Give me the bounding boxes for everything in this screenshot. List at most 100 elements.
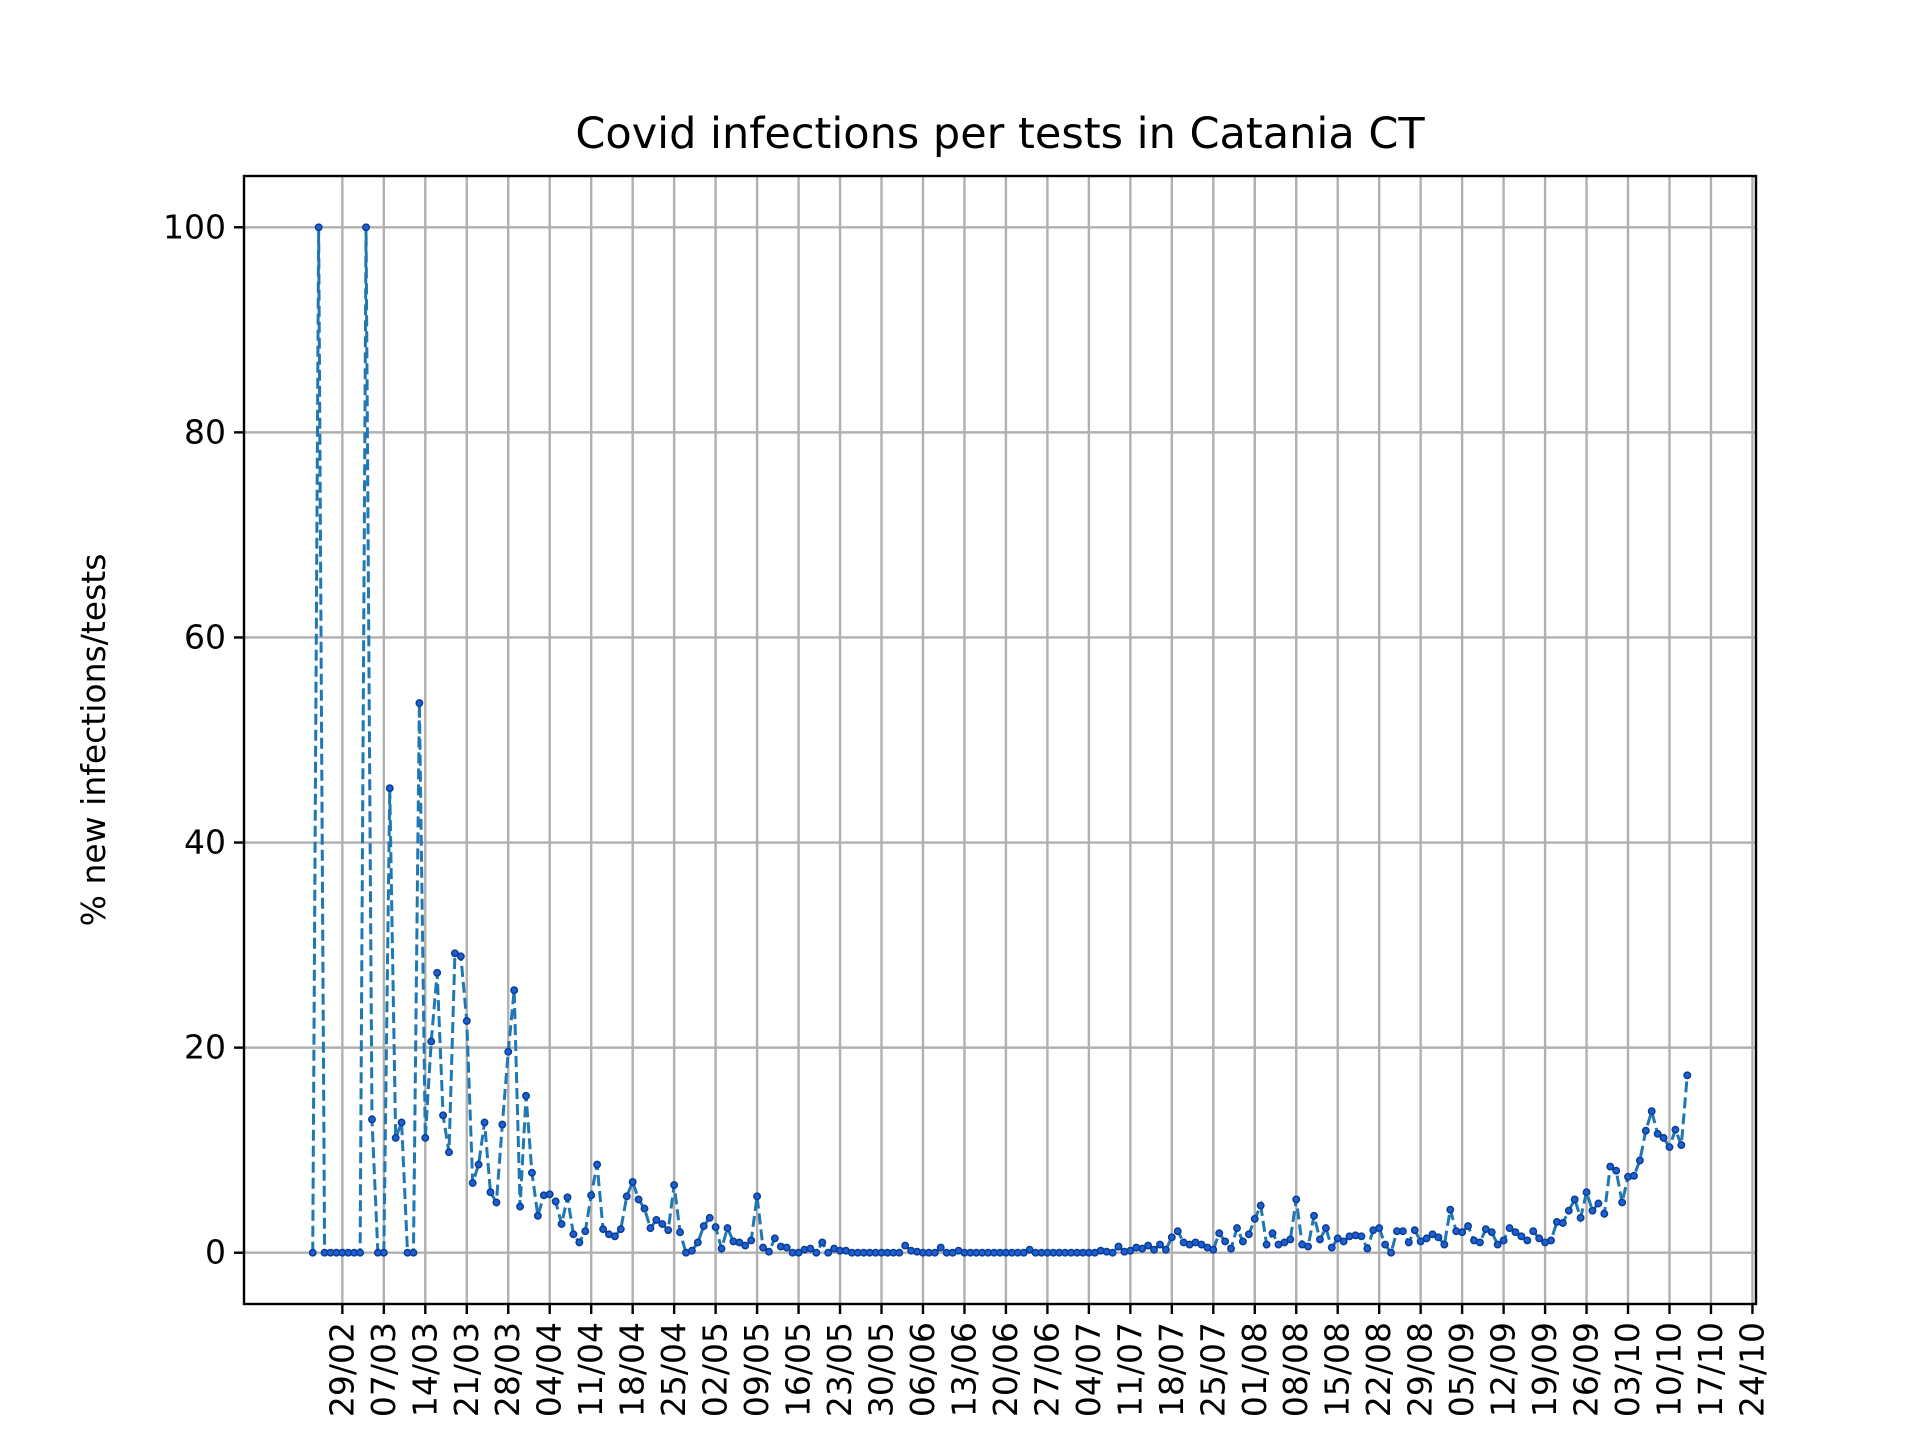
x-tick-label: 10/10	[1649, 1322, 1688, 1417]
y-tick-label: 40	[184, 823, 226, 862]
data-point	[1446, 1205, 1455, 1214]
data-point	[1363, 1244, 1372, 1253]
data-point	[1493, 1240, 1502, 1249]
data-point	[705, 1213, 714, 1222]
data-point	[498, 1120, 507, 1129]
data-point	[545, 1190, 554, 1199]
data-point	[1286, 1235, 1295, 1244]
series-line	[311, 227, 1689, 1257]
data-point	[1250, 1214, 1259, 1223]
y-tick-label: 60	[184, 617, 226, 656]
data-point	[764, 1247, 773, 1256]
x-tick-label: 13/06	[944, 1322, 983, 1417]
x-tick-label: 02/05	[696, 1322, 735, 1417]
data-point	[1547, 1236, 1555, 1245]
data-point	[818, 1238, 827, 1247]
data-point	[1606, 1162, 1615, 1171]
data-point	[1635, 1156, 1644, 1165]
data-point	[409, 1248, 418, 1257]
data-point	[687, 1246, 696, 1255]
data-point	[794, 1248, 803, 1257]
data-point	[1209, 1245, 1218, 1254]
data-point	[1019, 1248, 1028, 1257]
data-point	[652, 1215, 661, 1224]
data-point	[468, 1179, 477, 1187]
data-point	[1434, 1233, 1443, 1242]
data-point	[308, 1248, 317, 1257]
data-point	[462, 1017, 471, 1025]
y-tick-label: 20	[184, 1028, 226, 1067]
data-point	[1215, 1229, 1224, 1238]
data-point	[622, 1192, 631, 1201]
data-point	[314, 223, 323, 232]
data-point	[747, 1236, 756, 1245]
data-point	[1404, 1238, 1413, 1247]
data-point	[439, 1111, 448, 1120]
x-tick-label: 25/04	[654, 1322, 693, 1417]
data-point	[1357, 1232, 1366, 1241]
data-point	[1256, 1201, 1265, 1210]
x-tick-label: 23/05	[820, 1322, 859, 1417]
data-point	[1665, 1143, 1674, 1152]
data-point	[516, 1202, 525, 1211]
data-point	[1375, 1224, 1384, 1233]
data-point	[1629, 1171, 1638, 1180]
data-point	[1233, 1224, 1241, 1233]
data-point	[1114, 1242, 1123, 1251]
x-tick-label: 27/06	[1027, 1322, 1066, 1417]
data-point	[587, 1191, 596, 1200]
data-point	[445, 1148, 453, 1157]
data-point	[533, 1211, 542, 1220]
data-point	[1315, 1235, 1324, 1244]
series-layer	[308, 223, 1692, 1257]
data-point	[1321, 1224, 1330, 1233]
chart-title: Covid infections per tests in Catania CT	[575, 109, 1425, 159]
x-tick-label: 28/03	[488, 1322, 527, 1417]
x-tick-label: 14/03	[405, 1322, 444, 1417]
data-point	[1653, 1129, 1662, 1138]
data-point	[1641, 1126, 1650, 1135]
data-point	[480, 1118, 489, 1127]
data-point	[1458, 1228, 1467, 1237]
x-tick-label: 08/08	[1276, 1322, 1315, 1417]
data-point	[1511, 1228, 1520, 1237]
data-point	[1659, 1133, 1668, 1142]
data-point	[1138, 1244, 1147, 1253]
data-point	[522, 1091, 530, 1100]
data-point	[1333, 1234, 1342, 1243]
data-point	[1582, 1188, 1591, 1197]
data-point	[427, 1037, 436, 1046]
x-tick-label: 19/09	[1525, 1322, 1564, 1417]
x-tick-label: 29/08	[1401, 1322, 1440, 1417]
data-point	[628, 1178, 637, 1186]
x-tick-label: 12/09	[1484, 1322, 1523, 1417]
data-point	[385, 784, 394, 793]
data-point	[1535, 1234, 1544, 1243]
x-tick-label: 06/06	[903, 1322, 942, 1417]
data-point	[741, 1241, 750, 1250]
data-point	[812, 1248, 821, 1257]
data-point	[391, 1133, 400, 1142]
data-point	[1564, 1206, 1573, 1215]
data-point	[1588, 1206, 1597, 1215]
data-point	[676, 1228, 685, 1237]
data-point	[1327, 1243, 1336, 1252]
data-point	[1428, 1230, 1437, 1239]
data-point	[735, 1238, 744, 1247]
data-point	[610, 1232, 619, 1241]
data-point	[1683, 1071, 1692, 1080]
data-point	[1576, 1213, 1585, 1222]
x-tick-label: 04/07	[1069, 1322, 1108, 1417]
data-point	[1505, 1224, 1514, 1233]
data-point	[717, 1244, 726, 1253]
data-point	[824, 1248, 833, 1257]
x-tick-label: 18/07	[1152, 1322, 1191, 1417]
data-point	[806, 1244, 815, 1253]
data-point	[415, 699, 424, 708]
data-point	[1523, 1236, 1532, 1245]
data-point	[1126, 1246, 1135, 1255]
data-point	[397, 1118, 406, 1127]
data-point	[1464, 1222, 1473, 1231]
data-point	[593, 1160, 602, 1169]
